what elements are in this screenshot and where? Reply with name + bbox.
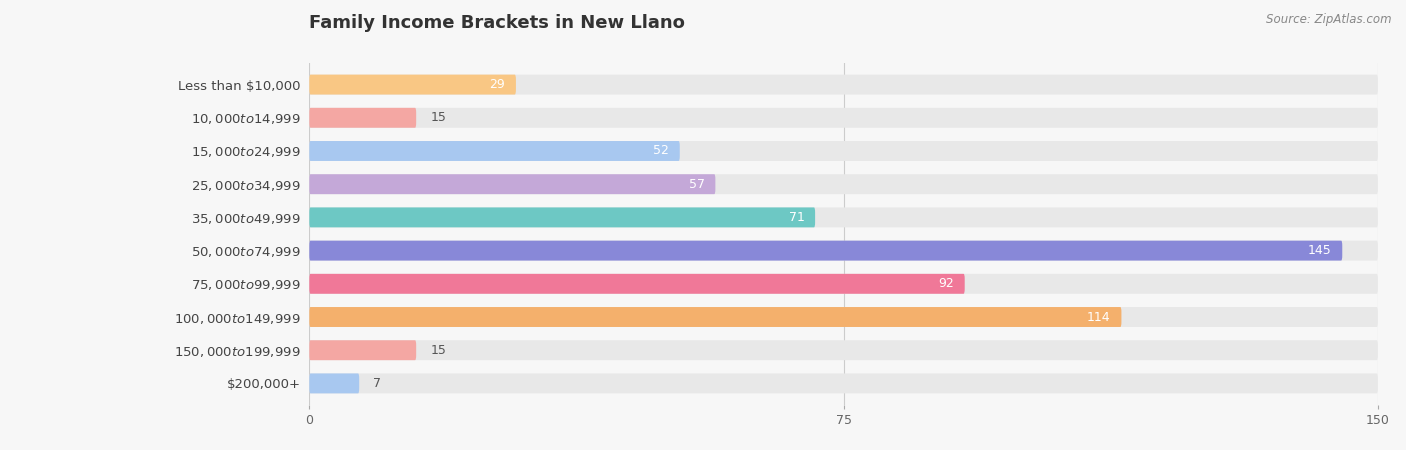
FancyBboxPatch shape — [309, 207, 815, 227]
Text: 52: 52 — [654, 144, 669, 158]
FancyBboxPatch shape — [309, 307, 1378, 327]
Text: 145: 145 — [1308, 244, 1331, 257]
FancyBboxPatch shape — [309, 75, 1378, 94]
FancyBboxPatch shape — [309, 141, 679, 161]
Text: Family Income Brackets in New Llano: Family Income Brackets in New Llano — [309, 14, 685, 32]
Text: 71: 71 — [789, 211, 804, 224]
FancyBboxPatch shape — [309, 307, 1122, 327]
FancyBboxPatch shape — [309, 174, 1378, 194]
Text: 57: 57 — [689, 178, 704, 191]
FancyBboxPatch shape — [309, 274, 965, 294]
Text: 92: 92 — [938, 277, 955, 290]
FancyBboxPatch shape — [309, 241, 1378, 261]
Text: 15: 15 — [430, 111, 446, 124]
Text: 29: 29 — [489, 78, 505, 91]
FancyBboxPatch shape — [309, 108, 416, 128]
FancyBboxPatch shape — [309, 207, 1378, 227]
Text: 15: 15 — [430, 344, 446, 357]
FancyBboxPatch shape — [309, 374, 1378, 393]
FancyBboxPatch shape — [309, 274, 1378, 294]
FancyBboxPatch shape — [309, 141, 1378, 161]
FancyBboxPatch shape — [309, 374, 359, 393]
FancyBboxPatch shape — [309, 340, 1378, 360]
Text: 7: 7 — [374, 377, 381, 390]
FancyBboxPatch shape — [309, 241, 1343, 261]
Text: 114: 114 — [1087, 310, 1111, 324]
FancyBboxPatch shape — [309, 174, 716, 194]
Text: Source: ZipAtlas.com: Source: ZipAtlas.com — [1267, 14, 1392, 27]
FancyBboxPatch shape — [309, 108, 1378, 128]
FancyBboxPatch shape — [309, 340, 416, 360]
FancyBboxPatch shape — [309, 75, 516, 94]
